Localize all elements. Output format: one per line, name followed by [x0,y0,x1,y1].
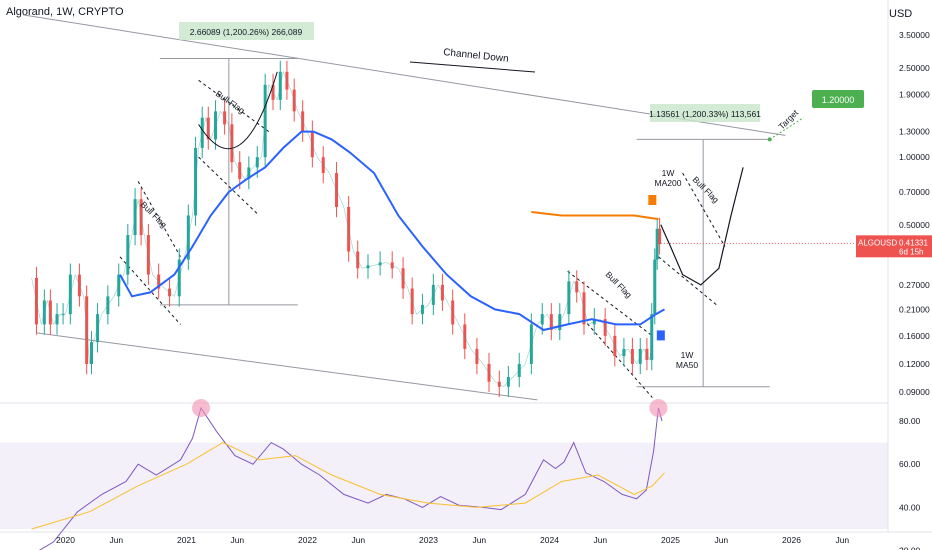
channel-arrow [409,61,536,73]
time-tick-label: Jun [593,535,607,545]
target-label: Target [776,107,800,131]
price-tick-label: 1.90000 [899,90,930,100]
ma200-line [531,211,659,221]
rsi-tick-label: 20.00 [899,546,921,550]
rsi-peak-circle-2 [649,399,668,418]
time-tick-label: Jun [230,535,244,545]
price-tick-label: 0.70000 [899,187,930,197]
channel-lower-line [36,332,538,401]
time-tick-label: 2022 [298,535,317,545]
measure-2-label: 1.13561 (1,200.33%) 113,561 [649,109,761,119]
bull-flag-1-top [137,181,181,258]
price-tick-label: 0.12000 [899,359,930,369]
rsi-ma-line [31,442,665,530]
ma200-label-line2: MA200 [655,178,682,188]
target-line [769,117,804,140]
ma50-label-line1: 1W [681,350,694,360]
last-price-label: 0.41331 [899,238,928,247]
price-tick-label: 0.50000 [899,220,930,230]
ma50-line [119,130,665,332]
time-tick-label: Jun [472,535,486,545]
rsi-peak-circle-1 [192,399,211,418]
ma50-label-line2: MA50 [676,360,698,370]
time-tick-label: 2020 [56,535,75,545]
last-price-tag [856,235,932,258]
chart-title: Algorand, 1W, CRYPTO [6,6,124,18]
rsi-line [38,406,663,550]
rsi-band [0,442,888,529]
price-tick-label: 0.21000 [899,304,930,314]
time-tick-label: Jun [351,535,365,545]
projection-curve [660,167,744,286]
time-tick-label: Jun [109,535,123,545]
time-tick-label: 2021 [177,535,196,545]
rsi-tick-label: 40.00 [899,502,921,512]
price-tick-label: 3.50000 [899,30,930,40]
bull-flag-label-3: Bull Flag [604,269,635,300]
time-tick-label: 2026 [782,535,801,545]
rsi-tick-label: 80.00 [899,416,921,426]
bull-flag-label-4: Bull Flag [691,174,722,205]
price-tick-label: 0.16000 [899,331,930,341]
countdown-label: 6d 15h [899,247,923,256]
bull-flag-4-bottom [658,256,717,306]
price-tick-label: 0.27000 [899,280,930,290]
price-tick-label: 0.09000 [899,387,930,397]
measure-1-label: 2.66089 (1,200.26%) 266,089 [190,27,303,37]
target-price-box [812,90,864,108]
price-tick-label: 2.50000 [899,63,930,73]
bull-flag-2-bottom [198,156,260,216]
measure-2-box [650,104,760,122]
target-dot [767,137,772,142]
time-tick-label: Jun [835,535,849,545]
arc-2021 [198,71,278,150]
time-tick-label: 2023 [419,535,438,545]
bull-flag-3-bottom [583,318,653,398]
bull-flag-label-1: Bull Flag [139,199,170,230]
bull-flag-label-2: Bull Flag [214,88,247,115]
currency-label[interactable]: USD [889,8,913,20]
ma50-arrow [656,330,665,341]
price-tick-label: 1.30000 [899,127,930,137]
channel-label: Channel Down [443,47,509,65]
time-tick-label: 2025 [661,535,680,545]
time-tick-label: 2024 [540,535,559,545]
ma200-label-line1: 1W [662,168,675,178]
rsi-tick-label: 60.00 [899,459,921,469]
candle-body [61,314,65,316]
ma200-arrow [648,194,657,205]
measure-1-box [179,22,314,40]
price-tick-label: 1.00000 [899,152,930,162]
bull-flag-4-top [682,172,726,247]
time-tick-label: Jun [714,535,728,545]
symbol-label: ALGOUSD [858,238,897,247]
price-path [31,70,662,388]
target-price-label: 1.20000 [822,95,855,105]
